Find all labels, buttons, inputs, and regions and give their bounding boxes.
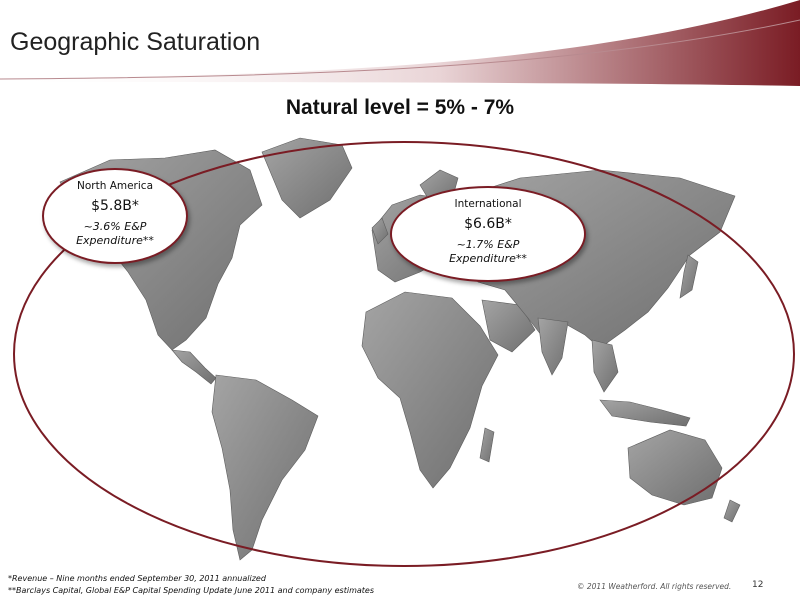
page-number: 12 [752, 580, 764, 590]
slide-subtitle: Natural level = 5% - 7% [285, 96, 515, 119]
indonesia-landmass [599, 399, 691, 427]
international-label: International [454, 198, 522, 210]
north-america-label: North America [76, 180, 154, 192]
arabia-landmass [481, 299, 536, 353]
source-footnote: **Barclays Capital, Global E&P Capital S… [8, 586, 375, 595]
japan-landmass [679, 254, 699, 299]
north-america-share-line1: ~3.6% E&P [83, 220, 147, 233]
international-share-line1: ~1.7% E&P [456, 238, 520, 251]
new-zealand-landmass [723, 499, 741, 523]
southeast-asia-landmass [591, 339, 619, 393]
africa-landmass [361, 291, 499, 489]
header-swoosh [0, 0, 800, 86]
international-callout: International $6.6B* ~1.7% E&P Expenditu… [390, 186, 586, 282]
north-america-revenue: $5.8B* [91, 198, 139, 214]
australia-landmass [627, 429, 723, 506]
north-america-share: ~3.6% E&P Expenditure** [44, 220, 186, 248]
uk-landmass [371, 217, 389, 245]
greenland-landmass [261, 137, 353, 219]
international-revenue: $6.6B* [464, 216, 512, 232]
revenue-footnote: *Revenue – Nine months ended September 3… [8, 574, 266, 583]
madagascar-landmass [479, 427, 495, 463]
international-share-line2: Expenditure** [449, 252, 527, 265]
south-america-landmass [211, 374, 319, 561]
slide-title: Geographic Saturation [10, 28, 261, 56]
copyright: © 2011 Weatherford. All rights reserved. [577, 582, 732, 591]
north-america-share-line2: Expenditure** [76, 234, 154, 247]
north-america-callout: North America $5.8B* ~3.6% E&P Expenditu… [42, 168, 188, 264]
international-share: ~1.7% E&P Expenditure** [392, 238, 584, 266]
india-landmass [537, 317, 569, 376]
global-ellipse [13, 141, 795, 567]
central-america-landmass [171, 349, 217, 385]
